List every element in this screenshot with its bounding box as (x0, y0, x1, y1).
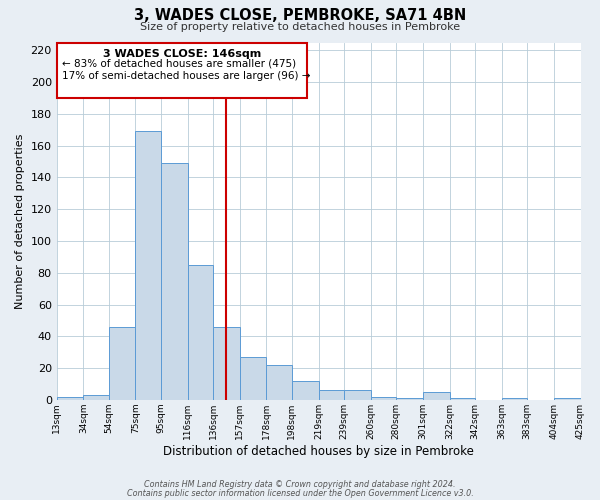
Bar (83, 395, 109, 400)
Bar (396, 398, 423, 400)
Bar (371, 396, 396, 400)
Text: 3, WADES CLOSE, PEMBROKE, SA71 4BN: 3, WADES CLOSE, PEMBROKE, SA71 4BN (134, 8, 466, 22)
Y-axis label: Number of detached properties: Number of detached properties (15, 134, 25, 309)
Bar (423, 392, 449, 400)
Text: Contains public sector information licensed under the Open Government Licence v3: Contains public sector information licen… (127, 488, 473, 498)
Bar (240, 357, 266, 400)
Text: 17% of semi-detached houses are larger (96) →: 17% of semi-detached houses are larger (… (62, 71, 310, 81)
Text: 3 WADES CLOSE: 146sqm: 3 WADES CLOSE: 146sqm (103, 49, 261, 59)
Bar (56, 396, 83, 400)
Bar (188, 265, 213, 400)
Bar (502, 398, 527, 400)
X-axis label: Distribution of detached houses by size in Pembroke: Distribution of detached houses by size … (163, 444, 474, 458)
Bar (136, 132, 161, 400)
Text: ← 83% of detached houses are smaller (475): ← 83% of detached houses are smaller (47… (62, 58, 296, 68)
Bar (213, 326, 240, 400)
Text: Contains HM Land Registry data © Crown copyright and database right 2024.: Contains HM Land Registry data © Crown c… (144, 480, 456, 489)
Bar (449, 398, 475, 400)
Bar (56, 42, 307, 98)
Bar (292, 380, 319, 400)
Bar (266, 365, 292, 400)
Bar (161, 163, 188, 400)
Bar (109, 326, 136, 400)
Text: Size of property relative to detached houses in Pembroke: Size of property relative to detached ho… (140, 22, 460, 32)
Bar (344, 390, 371, 400)
Bar (554, 398, 581, 400)
Bar (319, 390, 344, 400)
